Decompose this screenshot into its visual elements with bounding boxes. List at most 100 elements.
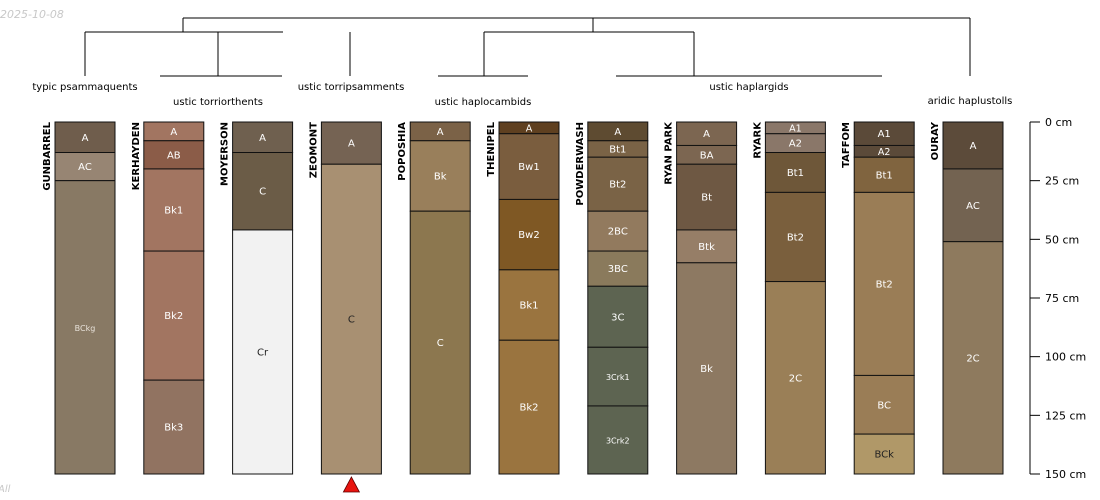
soil-profile: A Bk C POPOSHIA (397, 121, 471, 475)
horizon-label: BCk (874, 450, 894, 461)
profile-name: RYARK (752, 121, 763, 159)
horizon-label: A (703, 129, 710, 140)
horizon-label: A (614, 127, 621, 138)
horizon-label: A1 (789, 123, 802, 134)
horizon-label: C (259, 187, 266, 198)
horizon-layer (143, 250, 205, 381)
axis-tick-label: 75 cm (1045, 292, 1079, 305)
profile-name: GUNBARREL (42, 121, 53, 190)
profile-name: POWDERWASH (575, 122, 586, 206)
corner-note: All (0, 484, 11, 495)
horizon-layer (409, 210, 471, 475)
horizon-layer (498, 269, 560, 341)
axis-tick-label: 50 cm (1045, 233, 1079, 246)
depth-axis: 0 cm 25 cm 50 cm 75 cm 100 cm 125 cm 150 cm (1029, 116, 1086, 481)
horizon-label: Bt1 (609, 144, 626, 155)
horizon-layer (232, 152, 294, 231)
horizon-layer (587, 405, 649, 475)
horizon-layer (409, 140, 471, 212)
profile-name: THENIPEL (486, 121, 497, 176)
horizon-layer (143, 140, 205, 170)
classification-dendrogram (84, 17, 971, 77)
horizon-layer (143, 379, 205, 475)
horizon-label: A (526, 123, 533, 134)
horizon-layer (587, 156, 649, 212)
profile-name: TAFFOM (841, 122, 852, 168)
horizon-layer (942, 168, 1004, 243)
horizon-layer (853, 156, 915, 193)
profile-name: KERHAYDEN (131, 122, 142, 190)
horizon-layer (54, 180, 116, 475)
axis-tick-label: 150 cm (1045, 468, 1086, 481)
horizon-label: A2 (878, 147, 891, 158)
horizon-label: A (970, 141, 977, 152)
soil-profile: A Bt1 Bt2 2BC 3BC 3C 3Crk1 3Crk2 POWDERWASH (575, 121, 649, 475)
horizon-layer (143, 168, 205, 252)
taxon-group-label: typic psammaquents (32, 82, 137, 93)
horizon-label: Bt2 (876, 279, 893, 290)
horizon-layer (587, 210, 649, 252)
taxon-group-label: ustic torripsamments (298, 82, 405, 93)
soil-profile: A BA Bt Btk Bk RYAN PARK (664, 121, 738, 475)
horizon-label: Bt2 (787, 232, 804, 243)
horizon-layer (232, 121, 294, 154)
date-stamp: 2025-10-08 (0, 8, 64, 21)
horizon-label: BCkg (75, 324, 96, 333)
horizon-label: 3Crk2 (606, 436, 630, 445)
horizon-label: A (259, 133, 266, 144)
soil-profile: A AC BCkg GUNBARREL (42, 121, 116, 475)
soil-profile: A1 A2 Bt1 Bt2 BC BCk TAFFOM (841, 121, 915, 475)
horizon-label: C (348, 315, 355, 326)
horizon-layer (942, 121, 1004, 170)
horizon-label: Bk1 (519, 301, 538, 312)
horizon-label: A2 (789, 139, 802, 150)
horizon-label: AC (78, 162, 92, 173)
profile-name: POPOSHIA (397, 122, 408, 181)
axis-tick-label: 100 cm (1045, 351, 1086, 364)
horizon-layer (498, 133, 560, 200)
horizon-layer (498, 198, 560, 271)
horizon-label: 2BC (608, 227, 628, 238)
horizon-layer (320, 163, 382, 475)
soil-profile: A C Cr MOYERSON (220, 121, 294, 475)
horizon-layer (676, 262, 738, 475)
horizon-label: Cr (257, 347, 269, 358)
soil-profile: A Bw1 Bw2 Bk1 Bk2 THENIPEL (486, 121, 560, 475)
horizon-label: BA (700, 150, 714, 161)
horizon-label: 3C (611, 312, 624, 323)
horizon-label: C (437, 338, 444, 349)
horizon-layer (232, 229, 294, 475)
horizon-label: Bw1 (518, 162, 539, 173)
horizon-label: A (82, 133, 89, 144)
profile-name: MOYERSON (220, 122, 231, 186)
horizon-label: 2C (966, 353, 979, 364)
horizon-layer (320, 121, 382, 165)
horizon-label: A (170, 127, 177, 138)
axis-tick-label: 0 cm (1045, 116, 1072, 129)
horizon-label: Bw2 (518, 230, 539, 241)
horizon-label: Bk1 (164, 206, 183, 217)
horizon-layer (54, 152, 116, 182)
horizon-label: AC (966, 201, 980, 212)
horizon-layer (764, 152, 826, 193)
horizon-label: 3BC (608, 264, 628, 275)
horizon-label: Bk2 (519, 403, 538, 414)
horizon-layer (853, 433, 915, 475)
horizon-layer (853, 191, 915, 376)
horizon-layer (764, 281, 826, 475)
horizon-label: Bt1 (787, 168, 804, 179)
horizon-layer (764, 191, 826, 283)
horizon-label: Bk (700, 364, 713, 375)
profile-marker-triangle (342, 476, 361, 493)
horizon-label: A (348, 139, 355, 150)
horizon-label: AB (167, 150, 181, 161)
taxon-group-label: aridic haplustolls (928, 96, 1013, 107)
taxonomic-group-labels: typic psammaquents ustic torriorthents ust… (32, 82, 1012, 108)
soil-profile: A C ZEOMONT (308, 121, 382, 493)
profile-name: RYAN PARK (664, 121, 675, 185)
horizon-label: Bt2 (609, 180, 626, 191)
horizon-label: Bk (434, 171, 447, 182)
horizon-label: BC (877, 400, 891, 411)
